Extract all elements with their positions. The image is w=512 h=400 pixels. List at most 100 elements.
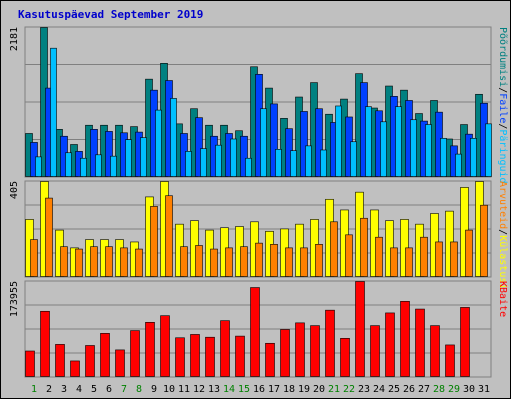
bar-visits-Arvuteid-day-8 xyxy=(135,248,143,277)
series-Külastusi xyxy=(25,181,484,277)
panel-kbytes: 173955 KBaite xyxy=(9,280,508,378)
bar-visits-Arvuteid-day-30 xyxy=(465,229,473,277)
legend-item: / xyxy=(497,123,508,129)
bar-hits-Päringuid-day-3 xyxy=(65,152,72,177)
bar-hits-Päringuid-day-14 xyxy=(230,138,237,177)
y-max-label-kbytes: 173955 xyxy=(9,281,20,317)
bar-visits-Arvuteid-day-9 xyxy=(150,206,158,277)
bar-visits-Arvuteid-day-19 xyxy=(300,247,308,277)
panel-visits: 405 Arvuteid/Külastusi xyxy=(9,180,508,289)
legend-item: Päringuid xyxy=(497,129,508,183)
bar-kbytes-KBaite-day-13 xyxy=(205,336,215,377)
bar-hits-Päringuid-day-29 xyxy=(455,153,462,177)
x-tick-label: 14 xyxy=(223,384,235,395)
bar-hits-Päringuid-day-24 xyxy=(380,121,387,177)
bar-visits-Arvuteid-day-25 xyxy=(390,247,398,277)
bar-visits-Arvuteid-day-26 xyxy=(405,247,413,277)
bar-hits-Päringuid-day-31 xyxy=(485,123,492,177)
x-tick-label: 12 xyxy=(193,384,205,395)
bar-kbytes-KBaite-day-20 xyxy=(310,325,320,377)
bar-kbytes-KBaite-day-19 xyxy=(295,322,305,377)
legend-item: KBaite xyxy=(497,281,508,317)
bar-hits-Faile-day-12 xyxy=(195,117,203,177)
bar-visits-Arvuteid-day-23 xyxy=(360,217,368,277)
bar-kbytes-KBaite-day-26 xyxy=(400,301,410,377)
bar-visits-Arvuteid-day-16 xyxy=(255,242,263,277)
chart-title: Kasutuspäevad September 2019 xyxy=(18,8,203,21)
bar-kbytes-KBaite-day-25 xyxy=(385,312,395,377)
bar-hits-Päringuid-day-2 xyxy=(50,47,57,177)
bar-kbytes-KBaite-day-21 xyxy=(325,309,335,377)
bar-kbytes-KBaite-day-16 xyxy=(250,287,260,377)
x-tick-label: 20 xyxy=(313,384,325,395)
x-tick-label: 19 xyxy=(298,384,310,395)
bar-hits-Päringuid-day-17 xyxy=(275,149,282,177)
y-max-label-visits: 405 xyxy=(9,181,20,199)
bar-visits-Arvuteid-day-7 xyxy=(120,247,128,277)
x-tick-label: 13 xyxy=(208,384,220,395)
bar-hits-Päringuid-day-28 xyxy=(440,137,447,177)
bar-hits-Päringuid-day-16 xyxy=(260,108,267,177)
x-tick-label: 25 xyxy=(388,384,400,395)
bar-visits-Arvuteid-day-11 xyxy=(180,246,188,277)
x-tick-label: 26 xyxy=(403,384,415,395)
bar-kbytes-KBaite-day-9 xyxy=(145,322,155,377)
bar-visits-Arvuteid-day-10 xyxy=(165,195,173,277)
x-tick-label: 27 xyxy=(418,384,430,395)
bar-kbytes-KBaite-day-12 xyxy=(190,334,200,377)
bar-hits-Päringuid-day-18 xyxy=(290,150,297,177)
x-tick-label: 28 xyxy=(433,384,445,395)
x-tick-label: 2 xyxy=(46,384,52,395)
x-tick-label: 1 xyxy=(31,384,37,395)
bar-visits-Arvuteid-day-6 xyxy=(105,246,113,277)
bar-kbytes-KBaite-day-23 xyxy=(355,281,365,377)
bar-hits-Faile-day-5 xyxy=(90,129,98,177)
bar-hits-Faile-day-17 xyxy=(270,103,278,177)
x-tick-label: 21 xyxy=(328,384,340,395)
bar-visits-Arvuteid-day-3 xyxy=(60,246,68,277)
bar-visits-Arvuteid-day-5 xyxy=(90,246,98,277)
x-tick-label: 5 xyxy=(91,384,97,395)
series-Arvuteid xyxy=(30,195,488,277)
bar-kbytes-KBaite-day-18 xyxy=(280,329,290,377)
bar-hits-Päringuid-day-15 xyxy=(245,157,252,177)
x-tick-label: 24 xyxy=(373,384,385,395)
bar-hits-Faile-day-15 xyxy=(240,135,248,177)
bar-hits-Päringuid-day-13 xyxy=(215,144,222,177)
bar-kbytes-KBaite-day-17 xyxy=(265,342,275,377)
bar-kbytes-KBaite-day-2 xyxy=(40,310,50,377)
bar-visits-Arvuteid-day-4 xyxy=(75,248,83,277)
legend-visits: Arvuteid/Külastusi xyxy=(497,181,508,289)
bar-visits-Arvuteid-day-22 xyxy=(345,234,353,277)
bar-hits-Faile-day-19 xyxy=(300,111,308,177)
bar-kbytes-KBaite-day-24 xyxy=(370,325,380,377)
bar-kbytes-KBaite-day-15 xyxy=(235,335,245,377)
bar-hits-Päringuid-day-11 xyxy=(185,151,192,177)
x-tick-label: 23 xyxy=(358,384,370,395)
legend-item: Faile xyxy=(497,93,508,123)
x-tick-label: 3 xyxy=(61,384,67,395)
bar-visits-Arvuteid-day-13 xyxy=(210,248,218,277)
bar-visits-Arvuteid-day-27 xyxy=(420,236,428,277)
bar-visits-Arvuteid-day-2 xyxy=(45,197,53,277)
legend-kbytes: KBaite xyxy=(497,281,508,317)
x-tick-label: 9 xyxy=(151,384,157,395)
x-tick-label: 6 xyxy=(106,384,112,395)
bar-kbytes-KBaite-day-14 xyxy=(220,320,230,377)
legend-item: Arvuteid xyxy=(497,181,508,229)
bar-kbytes-KBaite-day-6 xyxy=(100,333,110,377)
series-Põõrdumisi xyxy=(25,27,483,177)
bar-hits-Päringuid-day-26 xyxy=(410,119,417,177)
legend-hits: Põõrdumisi/Faile/Päringuid xyxy=(497,27,508,184)
bar-visits-Arvuteid-day-17 xyxy=(270,244,278,277)
x-tick-label: 29 xyxy=(448,384,460,395)
bar-hits-Päringuid-day-23 xyxy=(365,106,372,177)
series-KBaite xyxy=(25,281,470,377)
bar-visits-Arvuteid-day-1 xyxy=(30,239,38,277)
bar-kbytes-KBaite-day-5 xyxy=(85,345,95,377)
bar-visits-Arvuteid-day-12 xyxy=(195,245,203,277)
bar-hits-Päringuid-day-4 xyxy=(80,157,87,177)
panel-hits: 2181 Põõrdumisi/Faile/Päringuid xyxy=(9,26,508,184)
x-tick-label: 30 xyxy=(463,384,475,395)
